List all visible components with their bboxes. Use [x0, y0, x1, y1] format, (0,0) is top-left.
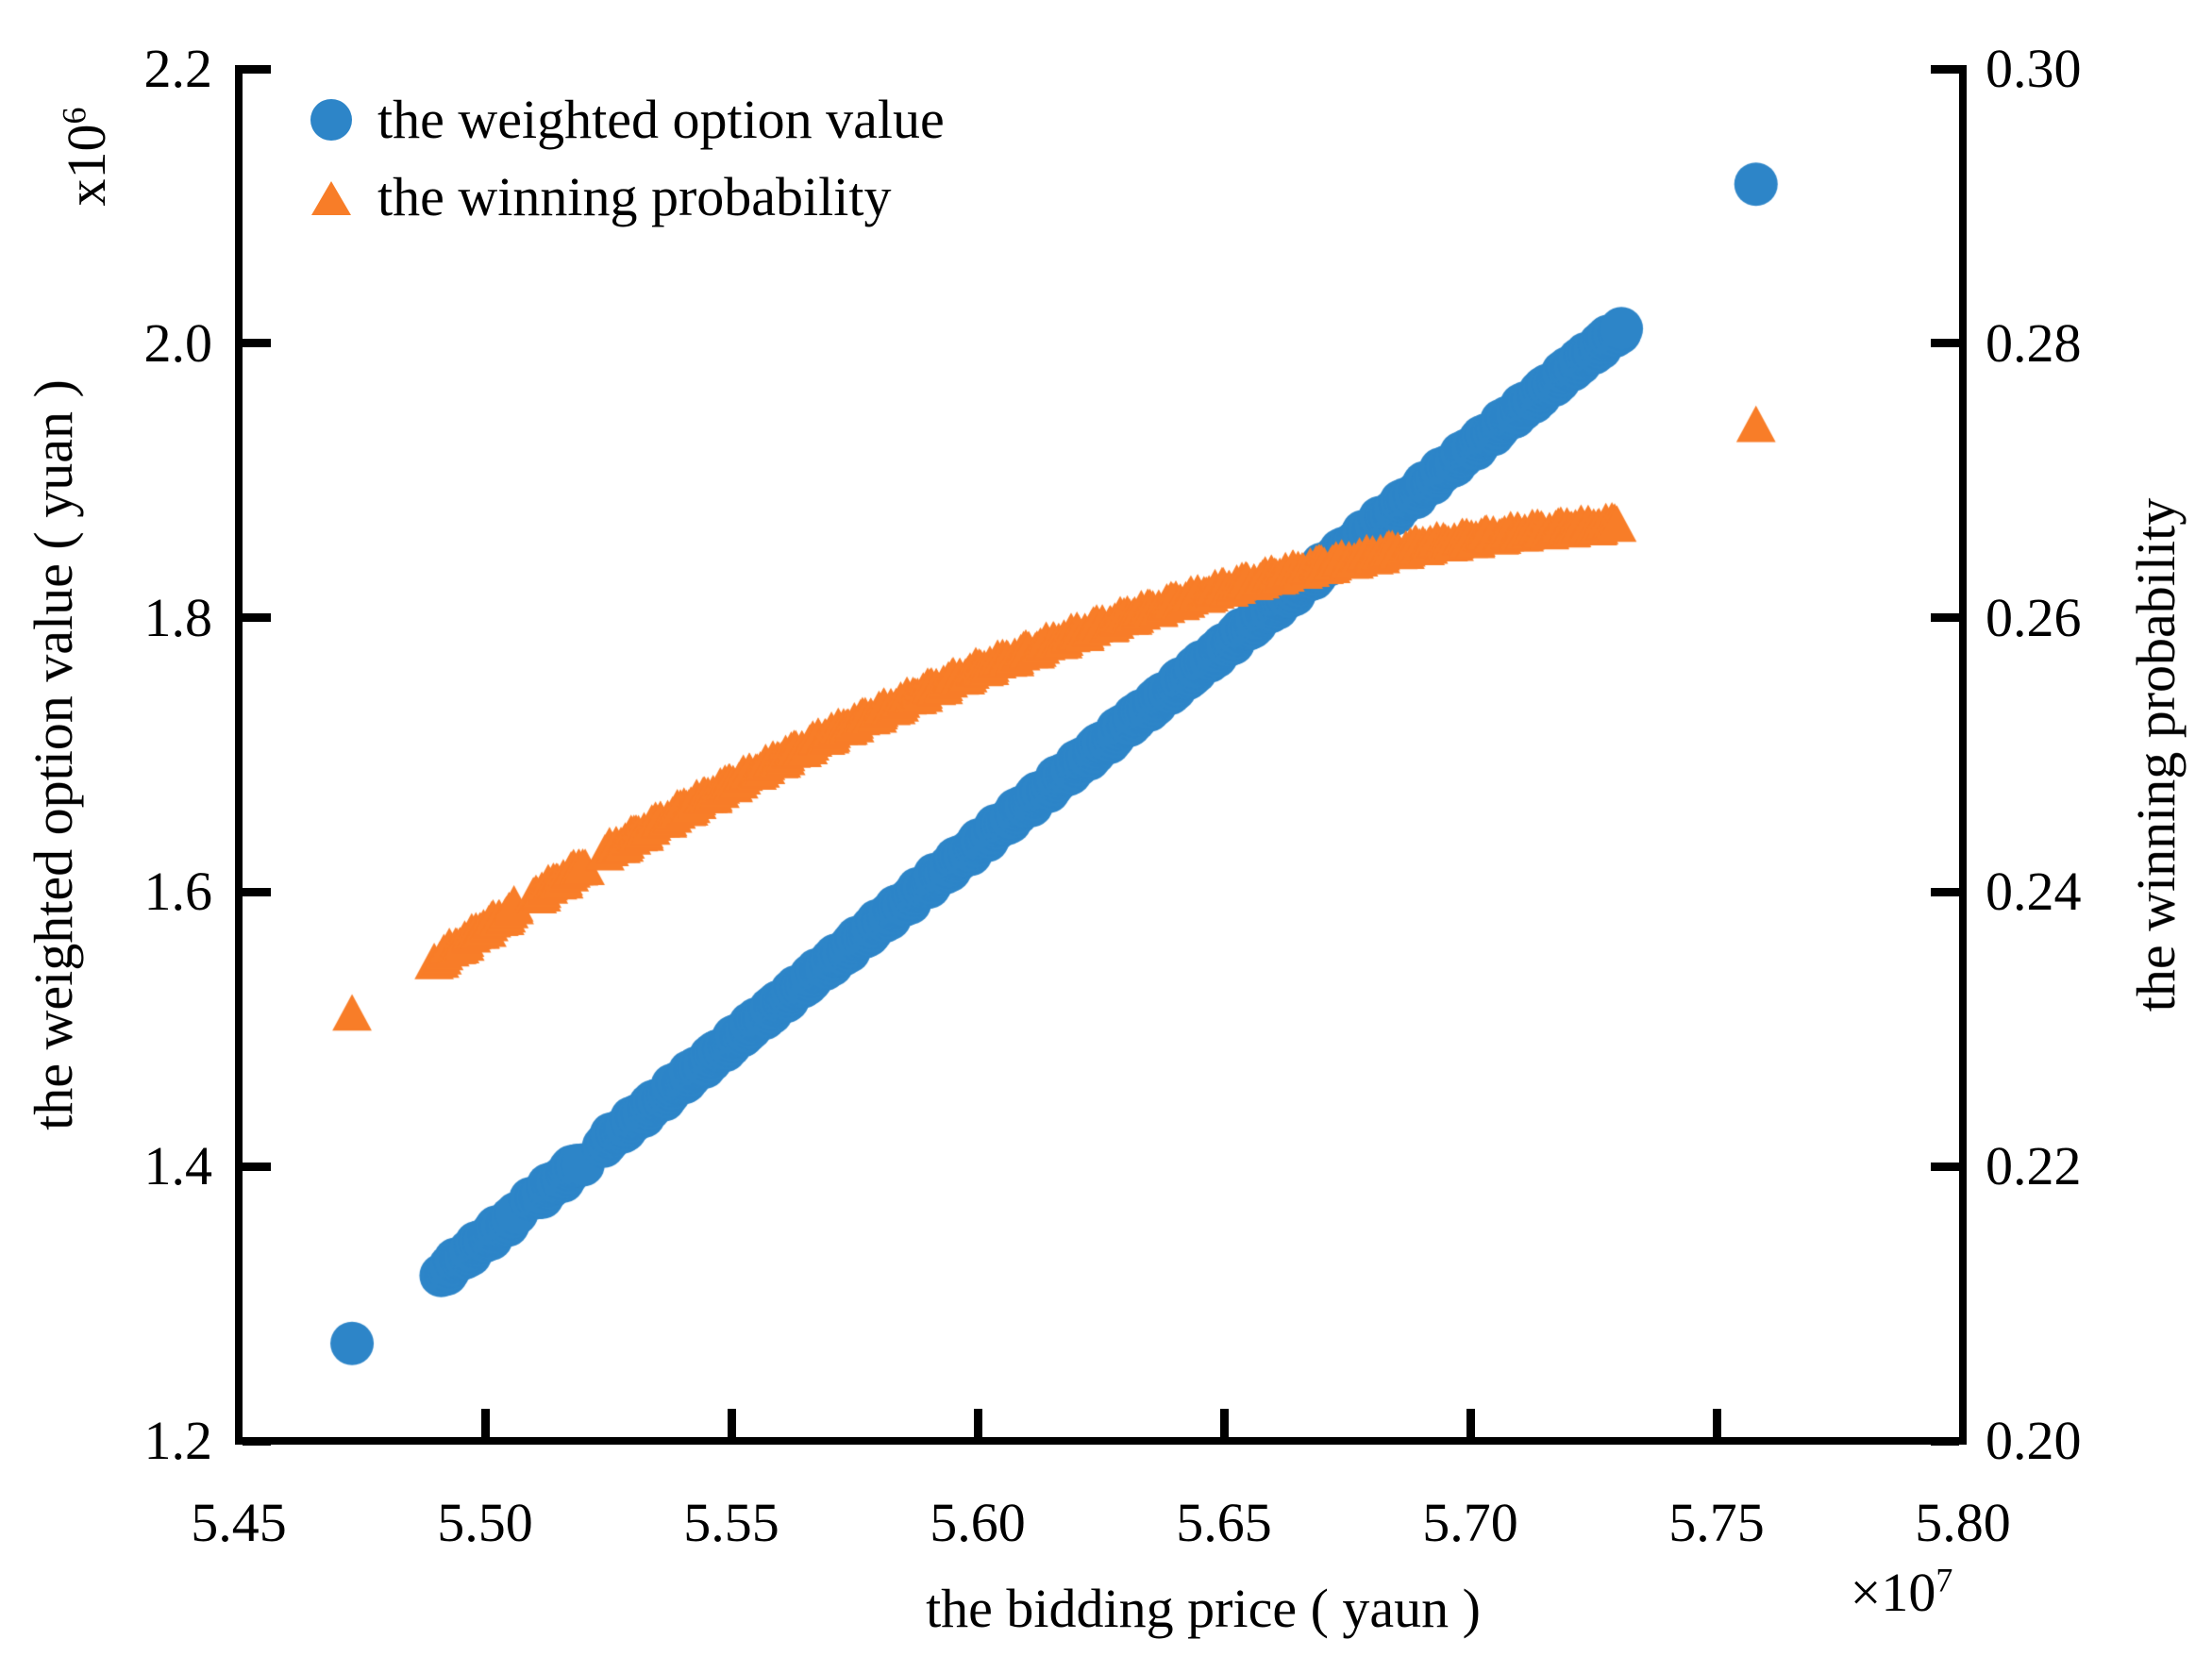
y-right-tick-label: 0.28: [1986, 311, 2082, 374]
y-right-tick-label: 0.24: [1986, 861, 2082, 923]
y-right-tick-mark: [1931, 339, 1959, 348]
x-offset-base: ×10: [1850, 1562, 1936, 1623]
y-left-tick-label: 2.0: [143, 311, 213, 374]
y-left-tick-mark: [243, 887, 271, 896]
y-left-tick-mark: [243, 613, 271, 623]
legend-circle-icon: [310, 99, 352, 141]
y-right-tick-mark: [1931, 1162, 1959, 1171]
y-right-tick-mark: [1931, 64, 1959, 74]
y-left-tick-mark: [243, 339, 271, 348]
x-tick-mark: [973, 1409, 982, 1437]
y-right-tick-label: 0.30: [1986, 38, 2082, 99]
legend-label: the weighted option value: [377, 89, 945, 150]
y-left-tick-mark: [243, 1162, 271, 1171]
y-right-tick-label: 0.20: [1986, 1410, 2082, 1471]
x-axis-title: the bidding price ( yaun ): [926, 1578, 1481, 1639]
y-right-tick-mark: [1931, 1436, 1959, 1446]
y-right-axis-title: the winning probability: [2125, 497, 2187, 1012]
x-tick-mark: [1712, 1409, 1721, 1437]
legend-label: the winning probability: [377, 166, 892, 227]
left-spine: [235, 65, 243, 1445]
x-tick-label: 5.65: [1176, 1492, 1272, 1553]
y-right-tick-mark: [1931, 887, 1959, 896]
y-left-tick-mark: [243, 1436, 271, 1446]
bottom-spine: [235, 1437, 1967, 1445]
y-left-offset-exp: 6: [55, 107, 93, 125]
x-tick-mark: [1466, 1409, 1475, 1437]
x-offset-exp: 7: [1936, 1561, 1953, 1599]
x-offset-text: ×107: [1850, 1561, 1953, 1623]
y-left-tick-label: 1.4: [143, 1135, 213, 1197]
legend-triangle-icon: [311, 181, 351, 215]
x-tick-label: 5.70: [1422, 1492, 1518, 1553]
x-tick-label: 5.75: [1668, 1492, 1765, 1553]
y-left-axis-title: the weighted option value ( yuan ): [23, 379, 84, 1130]
x-tick-label: 5.80: [1915, 1492, 2011, 1553]
y-right-tick-mark: [1931, 613, 1959, 623]
y-left-tick-label: 1.6: [143, 861, 213, 923]
y-left-offset-text: x106: [55, 107, 117, 207]
x-tick-label: 5.45: [191, 1492, 287, 1553]
y-right-tick-label: 0.26: [1986, 586, 2082, 648]
y-left-offset-base: x10: [56, 124, 117, 207]
x-tick-label: 5.55: [683, 1492, 779, 1553]
y-left-tick-label: 1.8: [143, 586, 213, 648]
x-tick-mark: [480, 1409, 490, 1437]
y-left-tick-label: 1.2: [143, 1410, 213, 1471]
x-tick-label: 5.50: [437, 1492, 533, 1553]
y-left-tick-label: 2.2: [143, 38, 213, 99]
right-spine: [1959, 65, 1967, 1445]
y-left-tick-mark: [243, 64, 271, 74]
x-tick-label: 5.60: [930, 1492, 1026, 1553]
x-tick-mark: [727, 1409, 736, 1437]
y-right-tick-label: 0.22: [1986, 1135, 2082, 1197]
x-tick-mark: [1219, 1409, 1229, 1437]
